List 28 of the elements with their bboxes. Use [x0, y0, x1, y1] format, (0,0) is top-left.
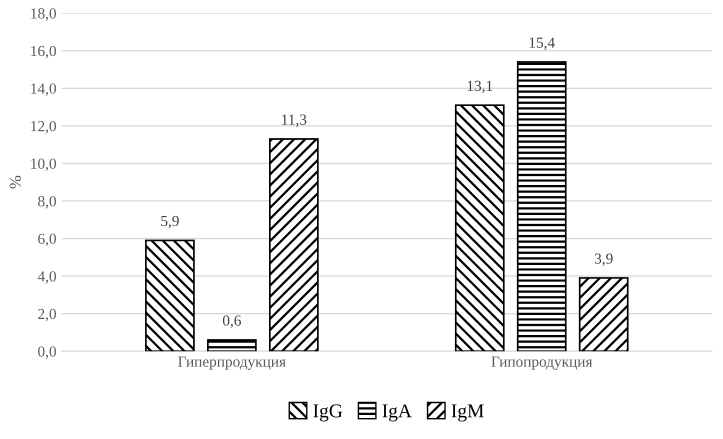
bar — [454, 104, 505, 352]
y-axis-title: % — [10, 176, 21, 189]
y-tick-label: 6,0 — [38, 234, 56, 246]
y-tick-label: 8,0 — [38, 196, 56, 209]
legend-label: IgA — [382, 404, 412, 422]
y-tick-label: 16,0 — [31, 46, 56, 58]
bar — [207, 339, 257, 352]
data-label: 11,3 — [282, 114, 306, 127]
y-tick-label: 18,0 — [31, 8, 56, 21]
data-label: 5,9 — [161, 216, 179, 228]
data-label: 15,4 — [530, 38, 555, 50]
y-tick-label: 14,0 — [31, 83, 56, 96]
bar — [578, 277, 629, 352]
bar — [269, 138, 319, 352]
y-tick-label: 2,0 — [38, 308, 56, 322]
data-label: 0,6 — [222, 315, 241, 328]
legend-label: IgM — [452, 404, 484, 422]
x-tick-label: Гиперпродукция — [178, 356, 286, 370]
data-label: 13,1 — [468, 80, 492, 94]
y-tick-label: 12,0 — [31, 120, 56, 134]
y-tick-label: 0,0 — [38, 346, 56, 359]
x-tick-label: Гипопродукция — [491, 356, 592, 370]
bar — [516, 61, 567, 352]
legend-label: IgG — [313, 404, 342, 422]
y-tick-label: 4,0 — [38, 271, 56, 284]
bar — [145, 240, 195, 352]
y-tick-label: 10,0 — [31, 158, 56, 172]
data-label: 3,9 — [594, 253, 613, 266]
